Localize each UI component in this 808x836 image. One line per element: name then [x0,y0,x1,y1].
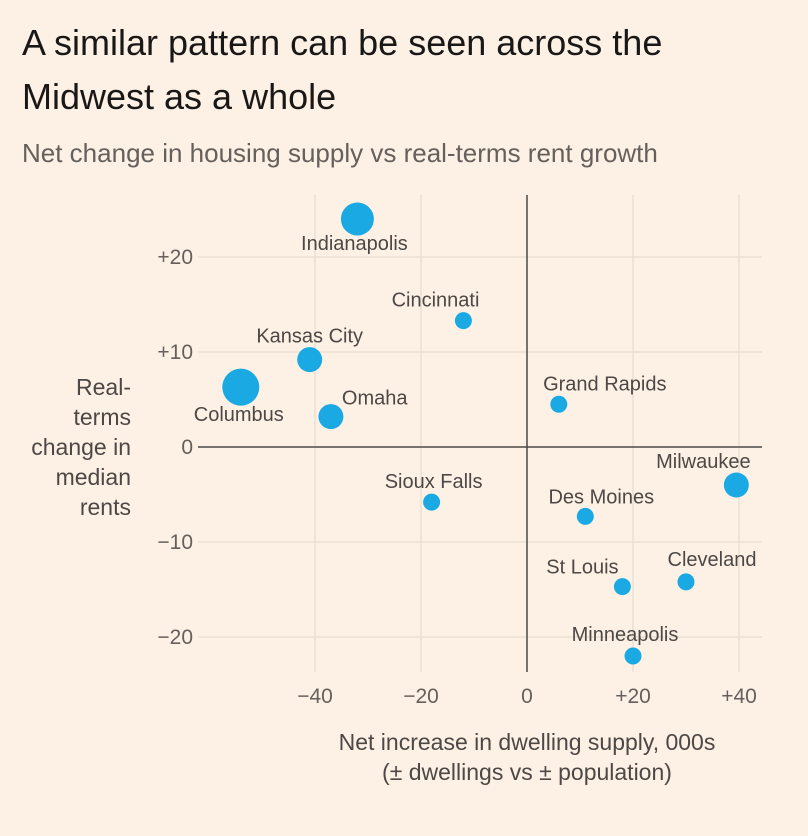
chart-subtitle: Net change in housing supply vs real-ter… [22,138,658,168]
data-point [550,395,568,413]
point-label: Kansas City [256,326,363,348]
chart-title: A similar pattern can be seen across the… [22,22,663,117]
data-point [624,647,642,665]
y-tick-label: −10 [157,531,193,554]
data-point [340,202,374,236]
y-axis-title-line: Real- [76,374,131,400]
label-layer: Indianapolis Cincinnati Kansas City Columbu… [194,233,757,646]
data-point [723,472,749,498]
x-axis-title-note: (± dwellings vs ± population) [382,759,672,785]
point-label: Omaha [342,388,408,410]
y-tick-label: 0 [181,436,193,459]
point-label: Des Moines [548,486,654,508]
y-tick-label: +20 [157,246,193,269]
data-point [677,573,695,591]
point-label: Sioux Falls [385,471,483,493]
y-tick-label: +10 [157,341,193,364]
point-label: St Louis [546,557,618,579]
y-axis-title-line: rents [80,494,131,520]
data-point [576,507,594,525]
x-tick-label: +20 [615,685,651,708]
data-point [454,312,472,330]
point-layer [222,202,749,665]
point-label: Columbus [194,404,284,426]
data-point [613,578,631,596]
y-tick-label: −20 [157,626,193,649]
point-label: Grand Rapids [543,373,666,395]
axis-layer: −40 −20 0 +20 +40 +20 +10 0 −10 −20 [157,195,762,708]
point-label: Milwaukee [656,451,750,473]
grid-layer [198,195,762,672]
data-point [318,404,344,430]
x-axis-title: Net increase in dwelling supply, 000s [339,729,716,755]
x-tick-label: −20 [403,685,439,708]
y-axis-title-line: terms [74,404,132,430]
x-tick-label: −40 [297,685,333,708]
y-axis-title-line: median [56,464,131,490]
point-label: Indianapolis [301,233,408,255]
x-tick-label: +40 [721,685,757,708]
data-point [297,347,323,373]
data-point [222,368,260,406]
point-label: Cleveland [668,549,757,571]
point-label: Minneapolis [572,624,679,646]
x-tick-label: 0 [521,685,533,708]
data-point [423,493,441,511]
point-label: Cincinnati [392,290,480,312]
y-axis-title: Real-terms change in median rents [31,374,131,520]
y-axis-title-line: change in [31,434,131,460]
